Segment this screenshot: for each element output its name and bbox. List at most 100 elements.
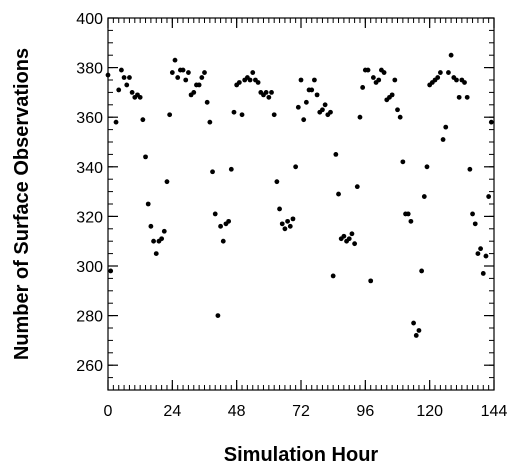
- y-tick-label: 340: [76, 160, 103, 177]
- data-point: [172, 57, 178, 63]
- x-tick-label: 72: [292, 403, 310, 420]
- data-point: [218, 223, 223, 229]
- data-point: [263, 90, 269, 95]
- data-point: [191, 90, 197, 95]
- y-tick-label: 300: [76, 259, 103, 276]
- x-tick-label: 0: [104, 403, 113, 420]
- data-point: [298, 77, 304, 83]
- data-point: [448, 52, 454, 58]
- y-tick-label: 280: [76, 309, 103, 326]
- data-point: [143, 154, 148, 160]
- data-point: [105, 72, 111, 78]
- data-point: [199, 75, 205, 80]
- data-point: [312, 77, 317, 83]
- data-point: [215, 313, 221, 318]
- data-point: [349, 231, 355, 237]
- data-point: [443, 124, 449, 130]
- data-point: [314, 92, 320, 98]
- data-point: [303, 99, 309, 105]
- data-point: [352, 241, 358, 247]
- data-point: [285, 218, 290, 224]
- data-point: [293, 164, 299, 170]
- data-point: [333, 152, 339, 157]
- data-point: [435, 75, 441, 80]
- data-point: [255, 80, 261, 85]
- data-point: [411, 320, 416, 326]
- data-point: [368, 278, 374, 284]
- data-point: [183, 77, 189, 83]
- data-point: [467, 166, 473, 172]
- data-point: [295, 104, 301, 110]
- data-point: [167, 112, 173, 118]
- data-point: [486, 194, 492, 199]
- data-point: [395, 107, 400, 113]
- data-point: [478, 246, 483, 252]
- data-point: [202, 70, 207, 75]
- data-point: [462, 80, 467, 85]
- data-point: [186, 70, 191, 75]
- x-tick-label: 96: [356, 403, 374, 420]
- data-point: [161, 228, 167, 234]
- data-point: [330, 273, 336, 279]
- data-point: [271, 112, 277, 118]
- data-point: [196, 82, 202, 88]
- data-point: [454, 77, 459, 83]
- data-point: [381, 70, 387, 75]
- data-point: [488, 119, 494, 125]
- data-point: [424, 164, 430, 170]
- data-point: [274, 179, 280, 185]
- data-point: [116, 87, 122, 93]
- data-point: [220, 238, 226, 244]
- data-point: [437, 70, 443, 75]
- data-point: [277, 206, 282, 212]
- data-point: [250, 70, 256, 75]
- data-point: [121, 75, 127, 80]
- data-point: [346, 236, 352, 242]
- data-point: [279, 221, 285, 227]
- data-point: [416, 328, 422, 333]
- data-point: [124, 82, 130, 88]
- data-point: [108, 268, 114, 274]
- data-point: [148, 223, 154, 229]
- tick-labels: 0 24 48 72 96 120 144 260 280 300 320 340 360 380 400: [76, 11, 507, 420]
- y-axis-title: Number of Surface Observations: [11, 48, 33, 360]
- x-tick-label: 144: [481, 403, 508, 420]
- data-point: [145, 201, 151, 207]
- data-point: [370, 75, 376, 80]
- data-point: [119, 67, 124, 73]
- data-point: [113, 119, 119, 125]
- data-point: [397, 114, 403, 120]
- y-tick-label: 320: [76, 209, 103, 226]
- data-point: [413, 333, 419, 338]
- data-point: [129, 90, 135, 95]
- data-point: [169, 70, 175, 75]
- data-point: [357, 114, 363, 120]
- x-axis-title: Simulation Hour: [224, 444, 379, 466]
- data-point: [470, 211, 475, 217]
- data-point: [153, 251, 159, 256]
- x-tick-label: 48: [228, 403, 246, 420]
- axis-ticks: [107, 17, 495, 391]
- data-point: [419, 268, 425, 274]
- data-point: [475, 251, 481, 256]
- x-tick-label: 24: [163, 403, 181, 420]
- y-tick-label: 260: [76, 358, 103, 375]
- data-point: [320, 107, 325, 113]
- y-tick-label: 360: [76, 110, 103, 127]
- data-point: [207, 119, 213, 125]
- data-point: [226, 218, 232, 224]
- data-point: [365, 67, 371, 73]
- data-point: [282, 226, 288, 232]
- data-point: [159, 236, 165, 242]
- data-point: [290, 216, 296, 222]
- data-point: [210, 169, 215, 175]
- data-point: [354, 184, 360, 190]
- data-point: [247, 77, 253, 83]
- data-point: [301, 117, 307, 123]
- data-point: [239, 112, 245, 118]
- data-point: [483, 253, 489, 259]
- data-point: [269, 90, 274, 95]
- data-point: [328, 109, 333, 115]
- data-point: [392, 77, 398, 83]
- x-tick-label: 120: [416, 403, 443, 420]
